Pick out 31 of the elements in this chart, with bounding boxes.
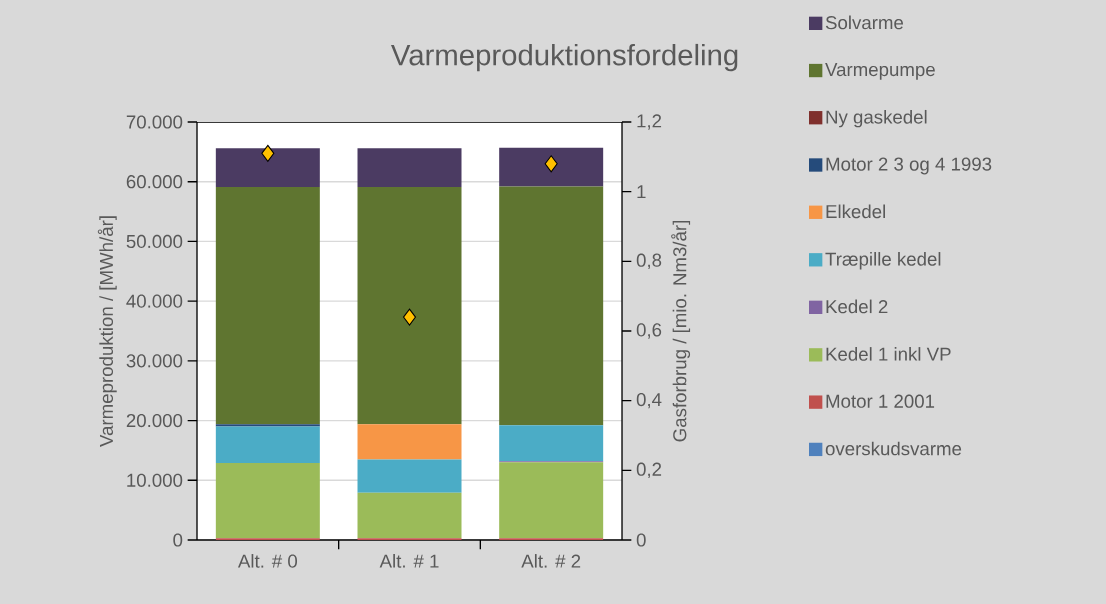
x-tick-label: Alt. # 2 — [521, 554, 581, 568]
x-tick-label: Alt. # 1 — [379, 554, 439, 568]
y2-tick-label: 0,6 — [636, 323, 662, 339]
legend-label: Solvarme — [825, 15, 904, 30]
chart-title: Varmeproduktionsfordeling — [390, 43, 738, 72]
legend-label: Kedel 1 inkl VP — [826, 347, 951, 361]
y2-axis-title: Gasforbrug / [mio. Nm3/år] — [671, 221, 691, 442]
legend-label: Træpille kedel — [825, 252, 941, 270]
y2-tick-label: 0,4 — [636, 392, 662, 409]
legend-label: Motor 2 3 og 4 1993 — [826, 157, 992, 175]
y-tick-label: 20.000 — [126, 413, 183, 428]
legend-label: Kedel 2 — [826, 299, 888, 314]
y-tick-label: 60.000 — [126, 175, 183, 189]
y-tick-label: 0 — [173, 533, 183, 547]
legend-label: Varmepumpe — [825, 63, 935, 80]
y-tick-label: 70.000 — [126, 115, 183, 129]
y-tick-label: 10.000 — [127, 473, 183, 487]
y2-tick-label: 0,8 — [636, 253, 662, 270]
y2-tick-label: 1 — [637, 185, 646, 199]
y2-tick-label: 0 — [636, 533, 646, 547]
y2-tick-label: 1,2 — [637, 114, 662, 130]
y-tick-label: 30.000 — [126, 354, 183, 368]
legend-label: overskudsvarme — [825, 441, 962, 456]
y-tick-label: 40.000 — [126, 294, 183, 308]
y-axis-title: Varmeproduktion / [MWh/år] — [97, 216, 117, 447]
y2-tick-label: 0,2 — [636, 462, 662, 479]
legend-label: Ny gaskedel — [826, 109, 927, 128]
y-tick-label: 50.000 — [126, 234, 183, 249]
legend-label: Elkedel — [826, 204, 885, 219]
x-tick-label: Alt. # 0 — [237, 554, 298, 568]
legend-label: Motor 1 2001 — [826, 394, 935, 408]
